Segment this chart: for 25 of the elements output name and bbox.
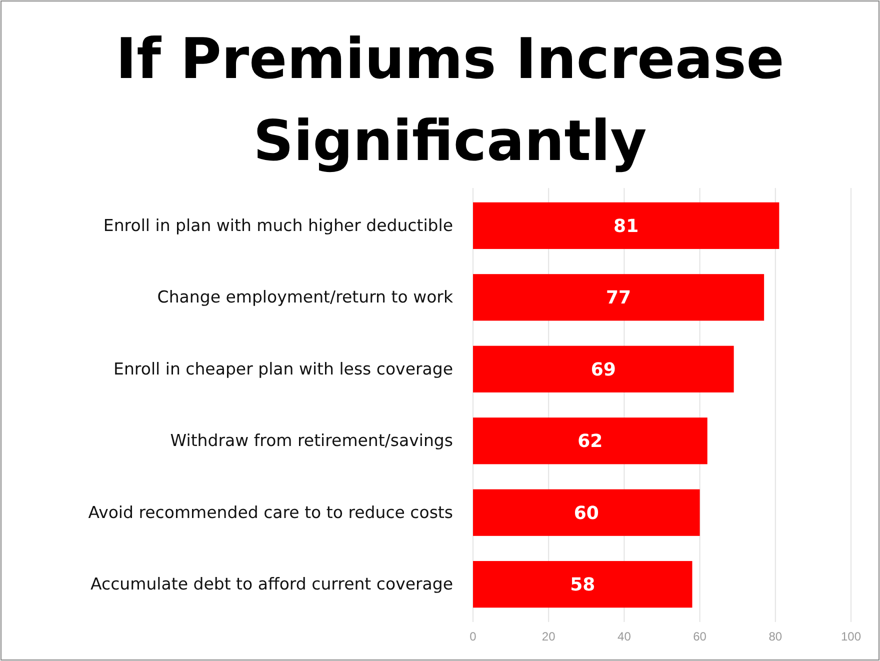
chart-title: If Premiums Increase Significantly	[116, 27, 784, 174]
x-tick-label: 0	[470, 630, 477, 644]
y-tick-label: Withdraw from retirement/savings	[170, 431, 453, 450]
bar	[473, 274, 764, 321]
x-tick-label: 60	[693, 630, 707, 644]
x-tick-label: 40	[618, 630, 632, 644]
x-tick-label: 100	[840, 630, 862, 644]
data-label: 69	[590, 359, 616, 380]
data-label: 62	[578, 431, 603, 452]
x-tick-label: 20	[542, 630, 556, 644]
bar	[473, 202, 780, 249]
y-tick-label: Accumulate debt to afford current coverage	[90, 574, 453, 594]
y-tick-label: Change employment/return to work	[157, 288, 454, 307]
bar	[473, 346, 734, 392]
data-label: 58	[570, 574, 596, 596]
data-label: 60	[574, 502, 599, 524]
bar	[473, 418, 708, 464]
x-tick-label: 80	[768, 630, 782, 644]
y-tick-label: Enroll in cheaper plan with less coverage	[114, 359, 453, 378]
data-label: 77	[606, 288, 632, 309]
y-tick-label: Avoid recommended care to to reduce costs	[88, 502, 453, 522]
data-label: 81	[614, 216, 639, 237]
bar	[473, 489, 700, 536]
y-tick-label: Enroll in plan with much higher deductible	[103, 216, 453, 235]
bar	[473, 561, 692, 608]
